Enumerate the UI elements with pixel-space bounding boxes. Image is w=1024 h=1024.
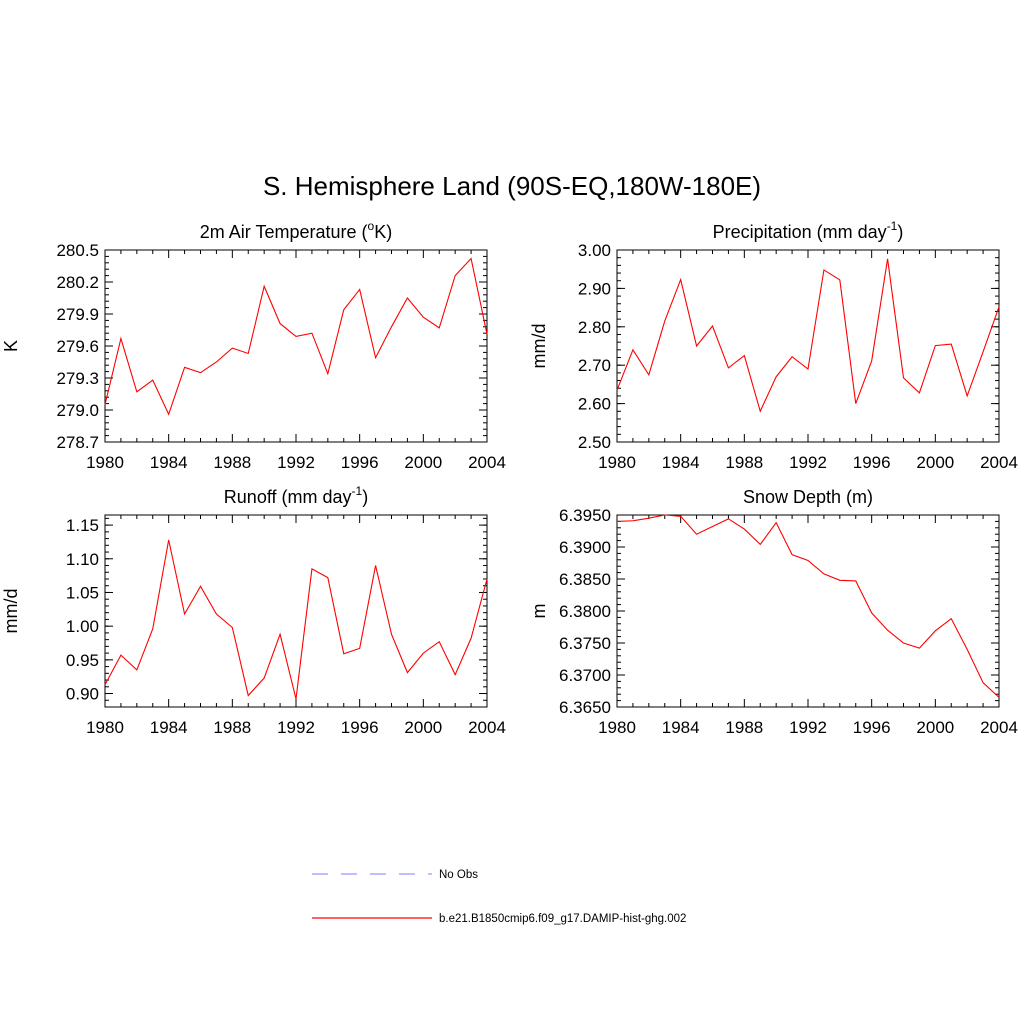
x-tick-label: 1984	[150, 453, 188, 472]
y-axis-label: mm/d	[529, 324, 549, 369]
panel-title-superscript: -1	[887, 219, 898, 233]
x-tick-label: 2004	[980, 718, 1018, 737]
x-tick-label: 1980	[598, 718, 636, 737]
panel-title: Snow Depth (m)	[743, 487, 873, 507]
x-tick-label: 1980	[86, 718, 124, 737]
x-tick-label: 1996	[853, 718, 891, 737]
series-line	[616, 514, 1000, 698]
y-tick-label: 2.70	[578, 356, 611, 375]
panel-title-superscript: o	[368, 219, 375, 233]
x-tick-label: 1980	[598, 453, 636, 472]
y-tick-label: 6.3750	[559, 634, 611, 653]
y-tick-label: 6.3850	[559, 570, 611, 589]
y-tick-label: 2.50	[578, 433, 611, 452]
x-tick-label: 1984	[662, 718, 700, 737]
panel-2: 1980 1984 1988 1992 1996 2000 2004 2.50 2.60 2.70…	[529, 219, 1018, 472]
panel-title: Precipitation (mm day-1)	[713, 219, 904, 242]
panel-4: 1980 1984 1988 1992 1996 2000 2004 6.3650 6.3700…	[529, 487, 1018, 737]
series-line	[104, 257, 488, 416]
y-tick-label: 0.95	[66, 651, 99, 670]
y-tick-label: 279.3	[56, 369, 99, 388]
panel-title-main: Precipitation (mm day	[713, 222, 887, 242]
legend-label: b.e21.B1850cmip6.f09_g17.DAMIP-hist-ghg.…	[439, 913, 686, 925]
y-axis-label: m	[529, 604, 549, 619]
y-tick-label: 0.90	[66, 685, 99, 704]
panel-1: 1980 1984 1988 1992 1996 2000 2004 278.7 279.0 27…	[1, 219, 506, 472]
y-tick-label: 6.3950	[559, 506, 611, 525]
panel-title-main: Snow Depth (m)	[743, 487, 873, 507]
panel-title-main: Runoff (mm day	[224, 487, 352, 507]
x-tick-label: 2004	[980, 453, 1018, 472]
x-tick-label: 2000	[404, 718, 442, 737]
x-tick-label: 1988	[213, 718, 251, 737]
y-tick-label: 1.00	[66, 617, 99, 636]
series-line	[104, 539, 488, 700]
plot-frame	[616, 514, 1000, 708]
x-tick-label: 1992	[789, 453, 827, 472]
figure-title: S. Hemisphere Land (90S-EQ,180W-180E)	[263, 171, 761, 201]
plot-frame	[616, 249, 1000, 443]
y-tick-label: 279.9	[56, 305, 99, 324]
x-tick-label: 1984	[662, 453, 700, 472]
y-tick-label: 1.05	[66, 583, 99, 602]
panel-title: 2m Air Temperature (oK)	[200, 219, 392, 242]
plot-frame	[104, 514, 488, 708]
y-tick-label: 2.80	[578, 318, 611, 337]
x-tick-label: 1992	[789, 718, 827, 737]
y-tick-label: 2.60	[578, 395, 611, 414]
x-tick-label: 1996	[853, 453, 891, 472]
y-tick-label: 278.7	[56, 433, 99, 452]
x-tick-label: 1980	[86, 453, 124, 472]
y-tick-label: 3.00	[578, 241, 611, 260]
panel-title: Runoff (mm day-1)	[224, 484, 368, 507]
y-tick-label: 1.10	[66, 550, 99, 569]
x-tick-label: 1992	[277, 453, 315, 472]
legend: No Obs b.e21.B1850cmip6.f09_g17.DAMIP-his…	[312, 869, 686, 925]
plot-frame	[104, 249, 488, 443]
y-tick-label: 6.3800	[559, 602, 611, 621]
x-tick-label: 2000	[916, 453, 954, 472]
y-tick-label: 280.5	[56, 241, 99, 260]
x-tick-label: 1992	[277, 718, 315, 737]
x-tick-label: 2004	[468, 718, 506, 737]
x-tick-label: 1988	[725, 453, 763, 472]
panel-title-tail: )	[897, 222, 903, 242]
y-tick-label: 2.90	[578, 279, 611, 298]
panel-3: 1980 1984 1988 1992 1996 2000 2004 0.90 0.95 1.00…	[1, 484, 506, 737]
panel-title-superscript: -1	[352, 484, 363, 498]
y-axis-label: K	[1, 340, 21, 352]
x-tick-label: 1984	[150, 718, 188, 737]
y-tick-label: 1.15	[66, 516, 99, 535]
x-tick-label: 2000	[916, 718, 954, 737]
panel-title-tail: K)	[374, 222, 392, 242]
y-tick-label: 280.2	[56, 273, 99, 292]
legend-label: No Obs	[439, 869, 478, 881]
y-tick-label: 279.0	[56, 401, 99, 420]
x-tick-label: 1988	[213, 453, 251, 472]
x-tick-label: 2004	[468, 453, 506, 472]
x-tick-label: 1988	[725, 718, 763, 737]
panel-title-tail: )	[362, 487, 368, 507]
y-tick-label: 6.3900	[559, 538, 611, 557]
x-tick-label: 2000	[404, 453, 442, 472]
x-tick-label: 1996	[341, 718, 379, 737]
y-tick-label: 6.3650	[559, 698, 611, 717]
x-tick-label: 1996	[341, 453, 379, 472]
panel-title-main: 2m Air Temperature (	[200, 222, 368, 242]
y-axis-label: mm/d	[1, 589, 21, 634]
series-line	[616, 258, 1000, 413]
y-tick-label: 279.6	[56, 337, 99, 356]
y-tick-label: 6.3700	[559, 666, 611, 685]
